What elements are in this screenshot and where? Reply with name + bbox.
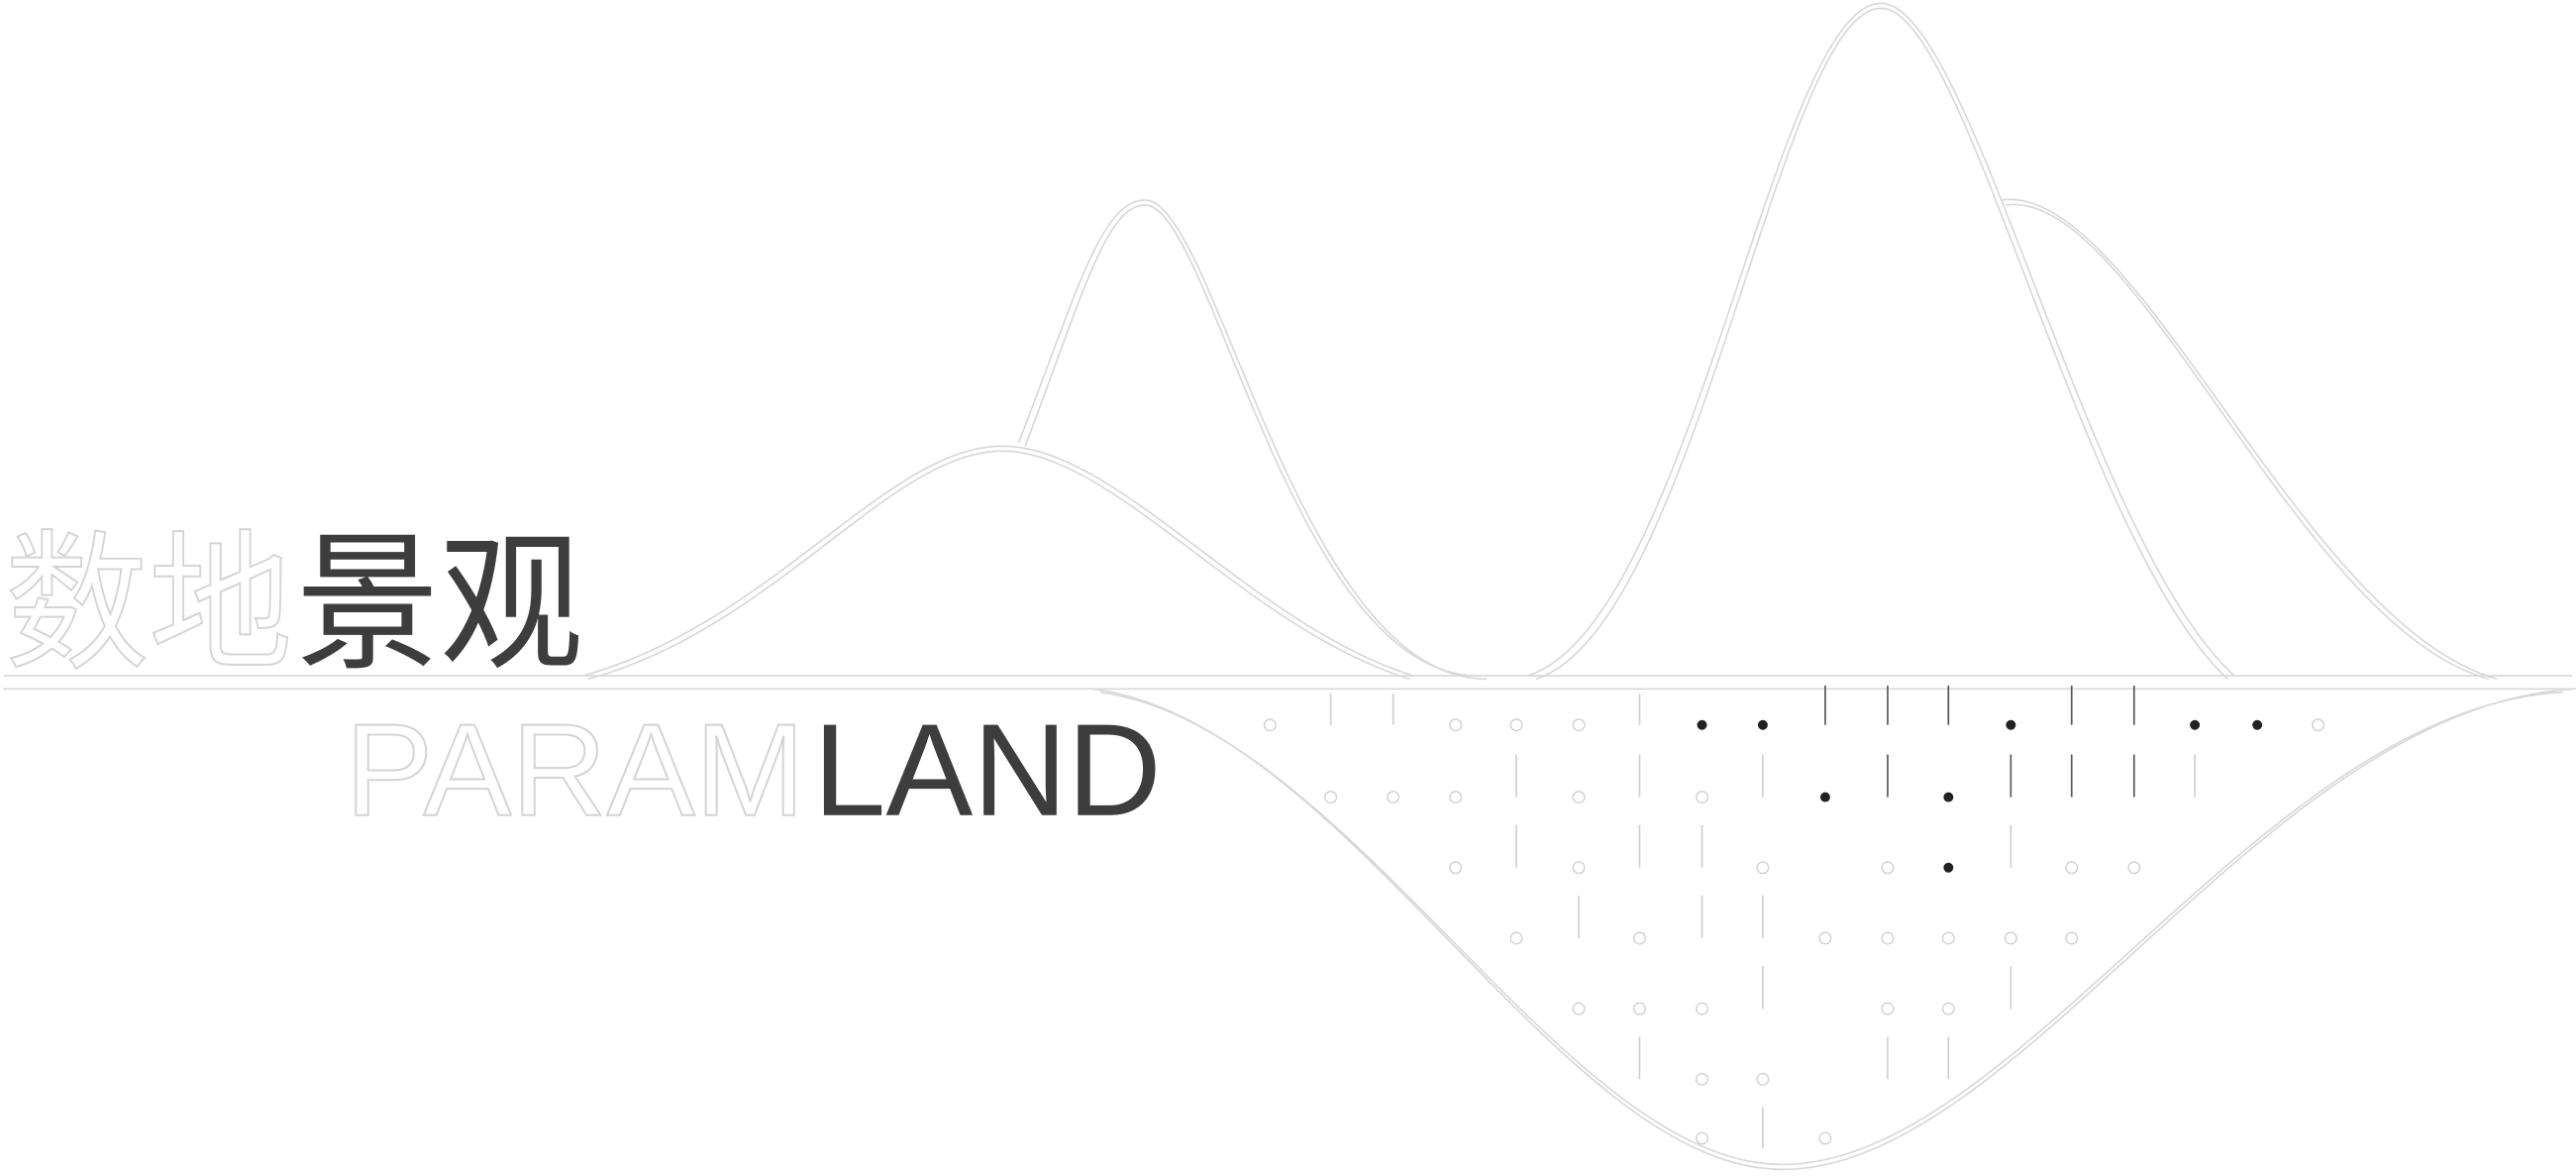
dot <box>1881 1002 1895 1016</box>
hump <box>582 445 1413 677</box>
dot <box>1756 861 1770 875</box>
dot <box>2252 719 2263 730</box>
dot <box>1696 1131 1708 1145</box>
hump <box>1535 7 2228 681</box>
dot <box>1756 1072 1770 1086</box>
hump <box>1024 204 1479 677</box>
valley <box>1091 688 2576 1171</box>
dot <box>1633 931 1646 945</box>
title-en-light: PARAM <box>345 697 804 844</box>
dot <box>1449 791 1463 804</box>
dot <box>1941 1002 1955 1016</box>
dot <box>1449 718 1463 732</box>
dot <box>2065 931 2079 945</box>
title-en-dark: LAND <box>813 697 1162 844</box>
hump <box>1017 199 1488 681</box>
dot <box>1819 792 1830 802</box>
dot <box>1263 718 1277 732</box>
dot <box>1696 1002 1708 1016</box>
dot <box>2312 718 2325 732</box>
dot <box>2065 861 2079 875</box>
dot <box>1757 719 1768 730</box>
dot <box>1696 1072 1708 1086</box>
dot <box>1943 792 1954 802</box>
dot <box>1572 1002 1586 1016</box>
dot <box>2127 861 2141 875</box>
dot <box>2004 931 2017 945</box>
hump <box>2006 203 2490 681</box>
dot <box>1818 931 1832 945</box>
valley <box>1100 691 2563 1166</box>
dot <box>1633 1002 1646 1016</box>
hump <box>587 450 1410 681</box>
curves <box>3 2 2576 1171</box>
dot <box>1509 931 1523 945</box>
dot <box>1696 791 1708 804</box>
dot <box>1387 791 1400 804</box>
dot-field <box>1263 686 2325 1148</box>
dot <box>1324 791 1338 804</box>
title-cn-light: 数地 <box>5 515 292 692</box>
dot <box>1449 861 1463 875</box>
dot <box>1697 719 1707 730</box>
dot <box>2006 719 2016 730</box>
title-cn-dark: 景观 <box>296 515 583 692</box>
dot <box>1881 861 1895 875</box>
dot <box>1943 862 1954 873</box>
dot <box>1881 931 1895 945</box>
dot <box>1818 1131 1832 1145</box>
dot <box>1572 718 1586 732</box>
dot <box>2190 719 2201 730</box>
dot <box>1572 791 1586 804</box>
hump <box>2001 198 2498 681</box>
hump <box>1527 2 2235 677</box>
dot <box>1572 861 1586 875</box>
dot <box>1509 718 1523 732</box>
dot <box>1941 931 1955 945</box>
